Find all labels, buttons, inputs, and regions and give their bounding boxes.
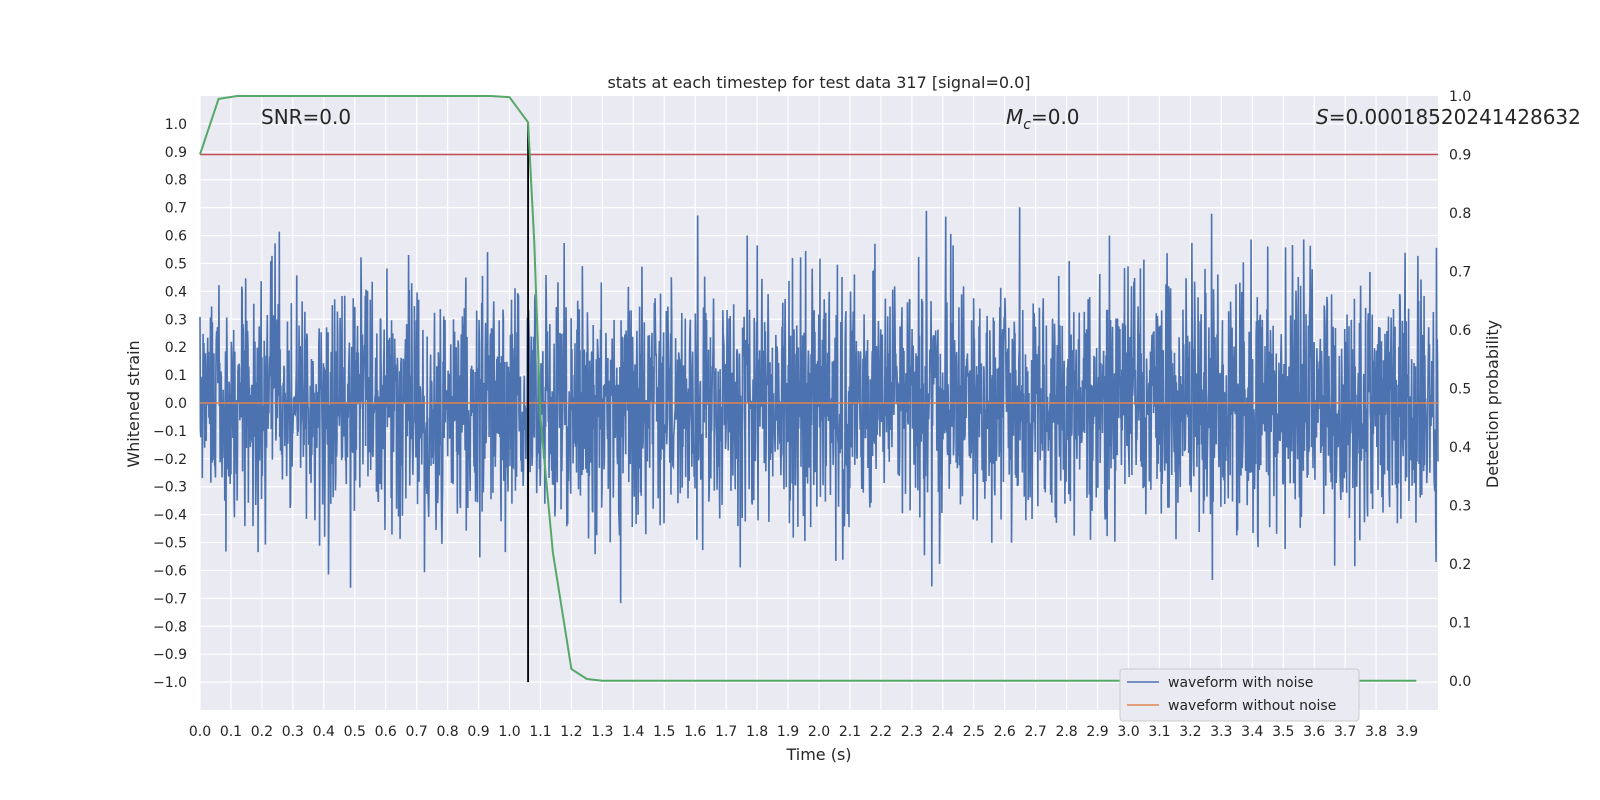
x-tick-label: 2.2	[870, 724, 892, 740]
x-tick-label: 3.4	[1241, 724, 1263, 740]
legend: waveform with noise waveform without noi…	[1119, 668, 1360, 722]
x-tick-label: 1.9	[777, 724, 799, 740]
x-tick-label: 2.9	[1086, 724, 1108, 740]
x-axis-label: Time (s)	[785, 745, 851, 764]
x-tick-label: 0.7	[406, 724, 428, 740]
legend-label-clean: waveform without noise	[1168, 698, 1336, 714]
y2-tick-label: 0.8	[1449, 206, 1471, 222]
y-tick-label: 0.5	[165, 256, 187, 272]
y2-tick-label: 0.3	[1449, 498, 1471, 514]
y2-tick-label: 0.4	[1449, 440, 1471, 456]
y2-axis-label: Detection probability	[1483, 320, 1502, 488]
score-annotation: S=0.00018520241428632	[1316, 105, 1581, 129]
x-tick-label: 0.4	[313, 724, 335, 740]
y-tick-label: −0.5	[153, 536, 187, 552]
x-tick-label: 0.8	[436, 724, 458, 740]
x-tick-label: 2.7	[1025, 724, 1047, 740]
y-tick-label: 0.4	[165, 284, 187, 300]
y-tick-label: −0.4	[153, 508, 187, 524]
x-tick-label: 2.8	[1055, 724, 1077, 740]
y2-tick-label: 0.7	[1449, 264, 1471, 280]
y-tick-label: −1.0	[153, 675, 187, 691]
y-tick-label: 0.7	[165, 201, 187, 217]
x-tick-label: 1.4	[622, 724, 644, 740]
y2-tick-label: 0.5	[1449, 381, 1471, 397]
y2-tick-label: 0.0	[1449, 674, 1471, 690]
x-tick-label: 0.1	[220, 724, 242, 740]
x-tick-label: 1.3	[591, 724, 613, 740]
legend-label-noise: waveform with noise	[1168, 675, 1313, 691]
y-tick-label: −0.1	[153, 424, 187, 440]
x-tick-label: 0.5	[344, 724, 366, 740]
y-tick-label: −0.7	[153, 591, 187, 607]
x-tick-label: 0.0	[189, 724, 211, 740]
x-tick-label: 3.3	[1210, 724, 1232, 740]
x-tick-label: 1.7	[715, 724, 737, 740]
legend-box	[1119, 668, 1360, 722]
x-tick-label: 0.2	[251, 724, 273, 740]
y2-tick-label: 1.0	[1449, 89, 1471, 105]
y-tick-label: 0.1	[165, 368, 187, 384]
y-tick-label: 0.0	[165, 396, 187, 412]
chirp-mass-annotation: Mc=0.0	[1006, 105, 1080, 133]
x-tick-label: 3.8	[1365, 724, 1387, 740]
y-tick-label: 0.2	[165, 340, 187, 356]
x-tick-label: 2.1	[839, 724, 861, 740]
x-tick-label: 3.1	[1148, 724, 1170, 740]
x-tick-label: 0.9	[467, 724, 489, 740]
waveform-with-noise-series	[199, 207, 1439, 604]
y-tick-label: −0.6	[153, 563, 187, 579]
detection-probability-line	[199, 95, 1417, 682]
x-tick-label: 3.2	[1179, 724, 1201, 740]
y-axis-ticks: 1.0 0.9 0.8 0.7 0.6 0.5 0.4 0.3 0.2 0.1 0.0 −0.1 −0.…	[153, 117, 187, 691]
y-tick-label: 0.6	[165, 229, 187, 245]
x-tick-label: 2.5	[963, 724, 985, 740]
x-tick-label: 3.6	[1303, 724, 1325, 740]
y-tick-label: −0.8	[153, 619, 187, 635]
x-tick-label: 3.5	[1272, 724, 1294, 740]
x-tick-label: 2.3	[901, 724, 923, 740]
x-tick-label: 2.6	[994, 724, 1016, 740]
y2-tick-label: 0.2	[1449, 557, 1471, 573]
waveform-with-noise-line	[199, 207, 1439, 604]
y-tick-label: −0.3	[153, 480, 187, 496]
snr-annotation: SNR=0.0	[261, 105, 351, 129]
x-tick-label: 0.6	[375, 724, 397, 740]
y-tick-label: −0.2	[153, 452, 187, 468]
x-tick-label: 2.0	[808, 724, 830, 740]
y-axis-label: Whitened strain	[124, 340, 143, 467]
y2-axis-ticks: 1.0 0.9 0.8 0.7 0.6 0.5 0.4 0.3 0.2 0.1 0.0	[1449, 89, 1471, 690]
y-tick-label: 0.8	[165, 173, 187, 189]
x-tick-label: 2.4	[932, 724, 954, 740]
y-tick-label: −0.9	[153, 647, 187, 663]
x-tick-label: 0.3	[282, 724, 304, 740]
y-tick-label: 0.9	[165, 145, 187, 161]
x-tick-label: 3.0	[1117, 724, 1139, 740]
x-axis-ticks: 0.0 0.1 0.2 0.3 0.4 0.5 0.6 0.7 0.8 0.9 1.0 1.1 1.2 1…	[189, 724, 1418, 740]
y2-tick-label: 0.9	[1449, 147, 1471, 163]
x-tick-label: 1.2	[560, 724, 582, 740]
x-tick-label: 1.0	[498, 724, 520, 740]
x-tick-label: 1.6	[684, 724, 706, 740]
y2-tick-label: 0.6	[1449, 323, 1471, 339]
y2-tick-label: 0.1	[1449, 615, 1471, 631]
chart-title: stats at each timestep for test data 317…	[607, 73, 1030, 92]
x-tick-label: 1.8	[746, 724, 768, 740]
y-tick-label: 0.3	[165, 312, 187, 328]
x-tick-label: 3.7	[1334, 724, 1356, 740]
x-tick-label: 1.5	[653, 724, 675, 740]
y-tick-label: 1.0	[165, 117, 187, 133]
x-tick-label: 1.1	[529, 724, 551, 740]
x-tick-label: 3.9	[1396, 724, 1418, 740]
